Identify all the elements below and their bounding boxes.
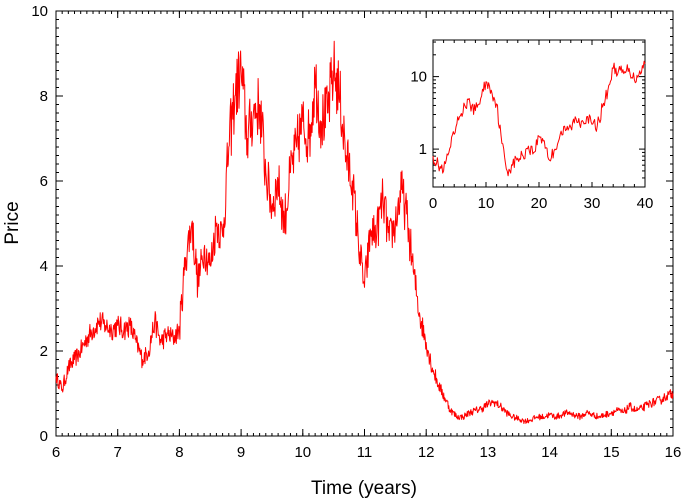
main-ticks: [55, 10, 674, 437]
inset-x-tick-label: 30: [584, 195, 601, 212]
inset-y-tick-labels: 1 10: [410, 69, 427, 158]
y-axis-label: Price: [2, 201, 23, 244]
main-x-tick-label: 13: [480, 444, 497, 461]
main-x-tick-label: 6: [52, 444, 60, 461]
inset-plot: 0 10 20 30 40 1 10: [410, 39, 654, 212]
main-x-tick-label: 8: [175, 444, 183, 461]
main-price-line: [55, 40, 674, 424]
main-x-tick-labels: 6 7 8 9 10 11 12 13 14 15 16: [52, 444, 682, 461]
main-y-tick-label: 8: [40, 88, 48, 105]
inset-x-tick-label: 40: [637, 195, 654, 212]
main-x-tick-label: 16: [665, 444, 682, 461]
main-y-tick-label: 6: [40, 173, 48, 190]
inset-x-tick-label: 10: [478, 195, 495, 212]
main-x-tick-label: 7: [114, 444, 122, 461]
main-y-tick-label: 2: [40, 343, 48, 360]
main-y-tick-label: 0: [40, 428, 48, 445]
inset-x-tick-label: 20: [531, 195, 548, 212]
main-x-tick-label: 15: [603, 444, 620, 461]
main-y-tick-labels: 0 2 4 6 8 10: [31, 3, 48, 445]
main-x-tick-label: 14: [541, 444, 558, 461]
main-x-tick-label: 9: [237, 444, 245, 461]
inset-y-tick-label: 1: [419, 141, 427, 158]
inset-y-tick-label: 10: [410, 69, 427, 86]
inset-background: [433, 40, 645, 187]
inset-x-tick-labels: 0 10 20 30 40: [429, 195, 654, 212]
main-y-tick-label: 10: [31, 3, 48, 20]
inset-price-line-log: [432, 60, 646, 177]
x-axis-label: Time (years): [311, 478, 417, 499]
inset-x-tick-label: 0: [429, 195, 437, 212]
main-x-tick-label: 12: [418, 444, 435, 461]
main-x-tick-label: 11: [357, 444, 373, 461]
inset-ticks: [432, 40, 646, 187]
main-y-tick-label: 4: [40, 258, 48, 275]
main-x-tick-label: 10: [294, 444, 311, 461]
